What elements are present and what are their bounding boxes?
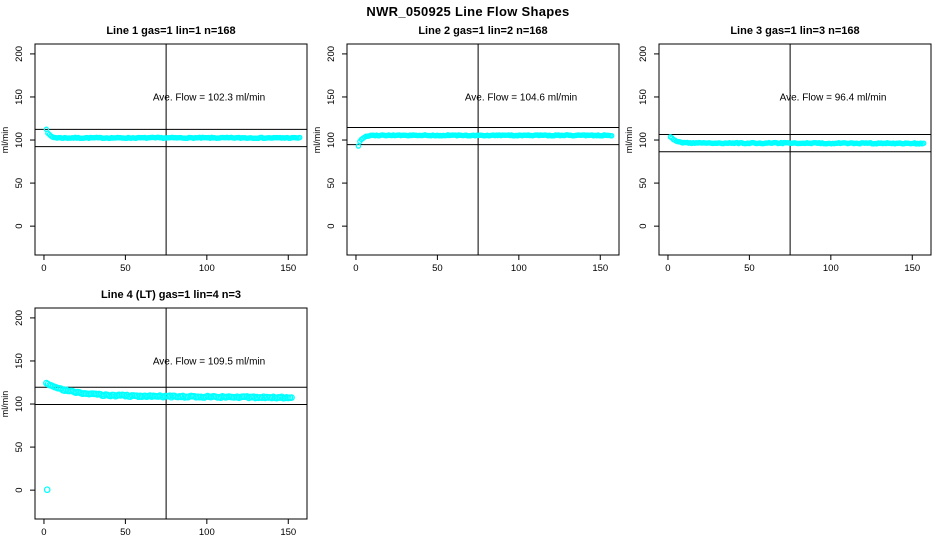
data-point [355, 143, 362, 149]
panel-line-4: Line 4 (LT) gas=1 lin=4 n=3 0 50 100 150 0 50 1… [0, 289, 308, 538]
y-tick-label: 150 [14, 353, 25, 369]
y-axis-label: ml/min [624, 127, 634, 154]
x-axis: 0 50 100 150 [353, 255, 608, 274]
plot-box [34, 307, 308, 520]
y-tick-label: 150 [326, 89, 337, 105]
x-tick-label: 100 [823, 263, 839, 274]
x-axis: 0 50 100 150 [41, 519, 296, 538]
y-tick-label: 50 [326, 178, 337, 189]
y-axis-label: ml/min [312, 127, 322, 154]
y-tick-label: 200 [14, 310, 25, 326]
data-point [296, 134, 303, 141]
x-tick-label: 50 [432, 263, 443, 274]
plot-box [658, 43, 932, 256]
ave-flow-annotation: Ave. Flow = 96.4 ml/min [780, 92, 887, 103]
y-tick-label: 0 [14, 224, 25, 229]
y-tick-label: 200 [14, 46, 25, 62]
panel-title: Line 1 gas=1 lin=1 n=168 [106, 25, 235, 37]
flow-series [355, 132, 615, 149]
y-axis: 0 50 100 150 200 [14, 46, 35, 229]
x-tick-label: 0 [353, 263, 358, 274]
flow-series [43, 379, 295, 494]
y-tick-label: 100 [326, 132, 337, 148]
y-axis: 0 50 100 150 200 [14, 310, 35, 493]
x-tick-label: 50 [120, 527, 131, 538]
y-tick-label: 50 [14, 442, 25, 453]
plot-box [34, 43, 308, 256]
x-tick-label: 0 [41, 527, 46, 538]
y-tick-label: 150 [14, 89, 25, 105]
ave-flow-annotation: Ave. Flow = 104.6 ml/min [465, 92, 577, 103]
figure-title: NWR_050925 Line Flow Shapes [366, 4, 570, 19]
x-axis: 0 50 100 150 [41, 255, 296, 274]
x-tick-label: 150 [280, 527, 296, 538]
panel-title: Line 2 gas=1 lin=2 n=168 [418, 25, 547, 37]
x-tick-label: 100 [199, 263, 215, 274]
x-tick-label: 100 [511, 263, 527, 274]
x-tick-label: 150 [280, 263, 296, 274]
y-tick-label: 200 [326, 46, 337, 62]
panel-line-3: Line 3 gas=1 lin=3 n=168 0 50 100 150 0 50 100 1… [624, 25, 932, 274]
y-tick-label: 50 [638, 178, 649, 189]
x-tick-label: 0 [41, 263, 46, 274]
y-tick-label: 100 [638, 132, 649, 148]
y-tick-label: 100 [14, 132, 25, 148]
y-axis-label: ml/min [0, 127, 10, 154]
y-tick-label: 100 [14, 396, 25, 412]
x-tick-label: 50 [120, 263, 131, 274]
x-axis: 0 50 100 150 [665, 255, 920, 274]
x-tick-label: 50 [744, 263, 755, 274]
data-point [920, 140, 927, 146]
y-axis: 0 50 100 150 200 [326, 46, 347, 229]
data-point [288, 394, 295, 401]
y-axis: 0 50 100 150 200 [638, 46, 659, 229]
panel-line-1: Line 1 gas=1 lin=1 n=168 0 50 100 150 0 50 100 1… [0, 25, 308, 274]
x-tick-label: 150 [904, 263, 920, 274]
plot-box [346, 43, 620, 256]
y-tick-label: 200 [638, 46, 649, 62]
panel-line-2: Line 2 gas=1 lin=2 n=168 0 50 100 150 0 50 100 1… [312, 25, 620, 274]
x-tick-label: 0 [665, 263, 670, 274]
x-tick-label: 100 [199, 527, 215, 538]
flow-series [667, 134, 927, 147]
y-axis-label: ml/min [0, 391, 10, 418]
flow-series [43, 126, 303, 142]
y-tick-label: 0 [14, 488, 25, 493]
panel-title: Line 3 gas=1 lin=3 n=168 [730, 25, 859, 37]
y-tick-label: 150 [638, 89, 649, 105]
data-point [608, 133, 615, 139]
x-tick-label: 150 [592, 263, 608, 274]
ave-flow-annotation: Ave. Flow = 102.3 ml/min [153, 92, 265, 103]
y-tick-label: 0 [326, 224, 337, 229]
y-tick-label: 0 [638, 224, 649, 229]
panel-title: Line 4 (LT) gas=1 lin=4 n=3 [101, 289, 241, 301]
outlier-point [43, 486, 51, 494]
y-tick-label: 50 [14, 178, 25, 189]
ave-flow-annotation: Ave. Flow = 109.5 ml/min [153, 356, 265, 367]
